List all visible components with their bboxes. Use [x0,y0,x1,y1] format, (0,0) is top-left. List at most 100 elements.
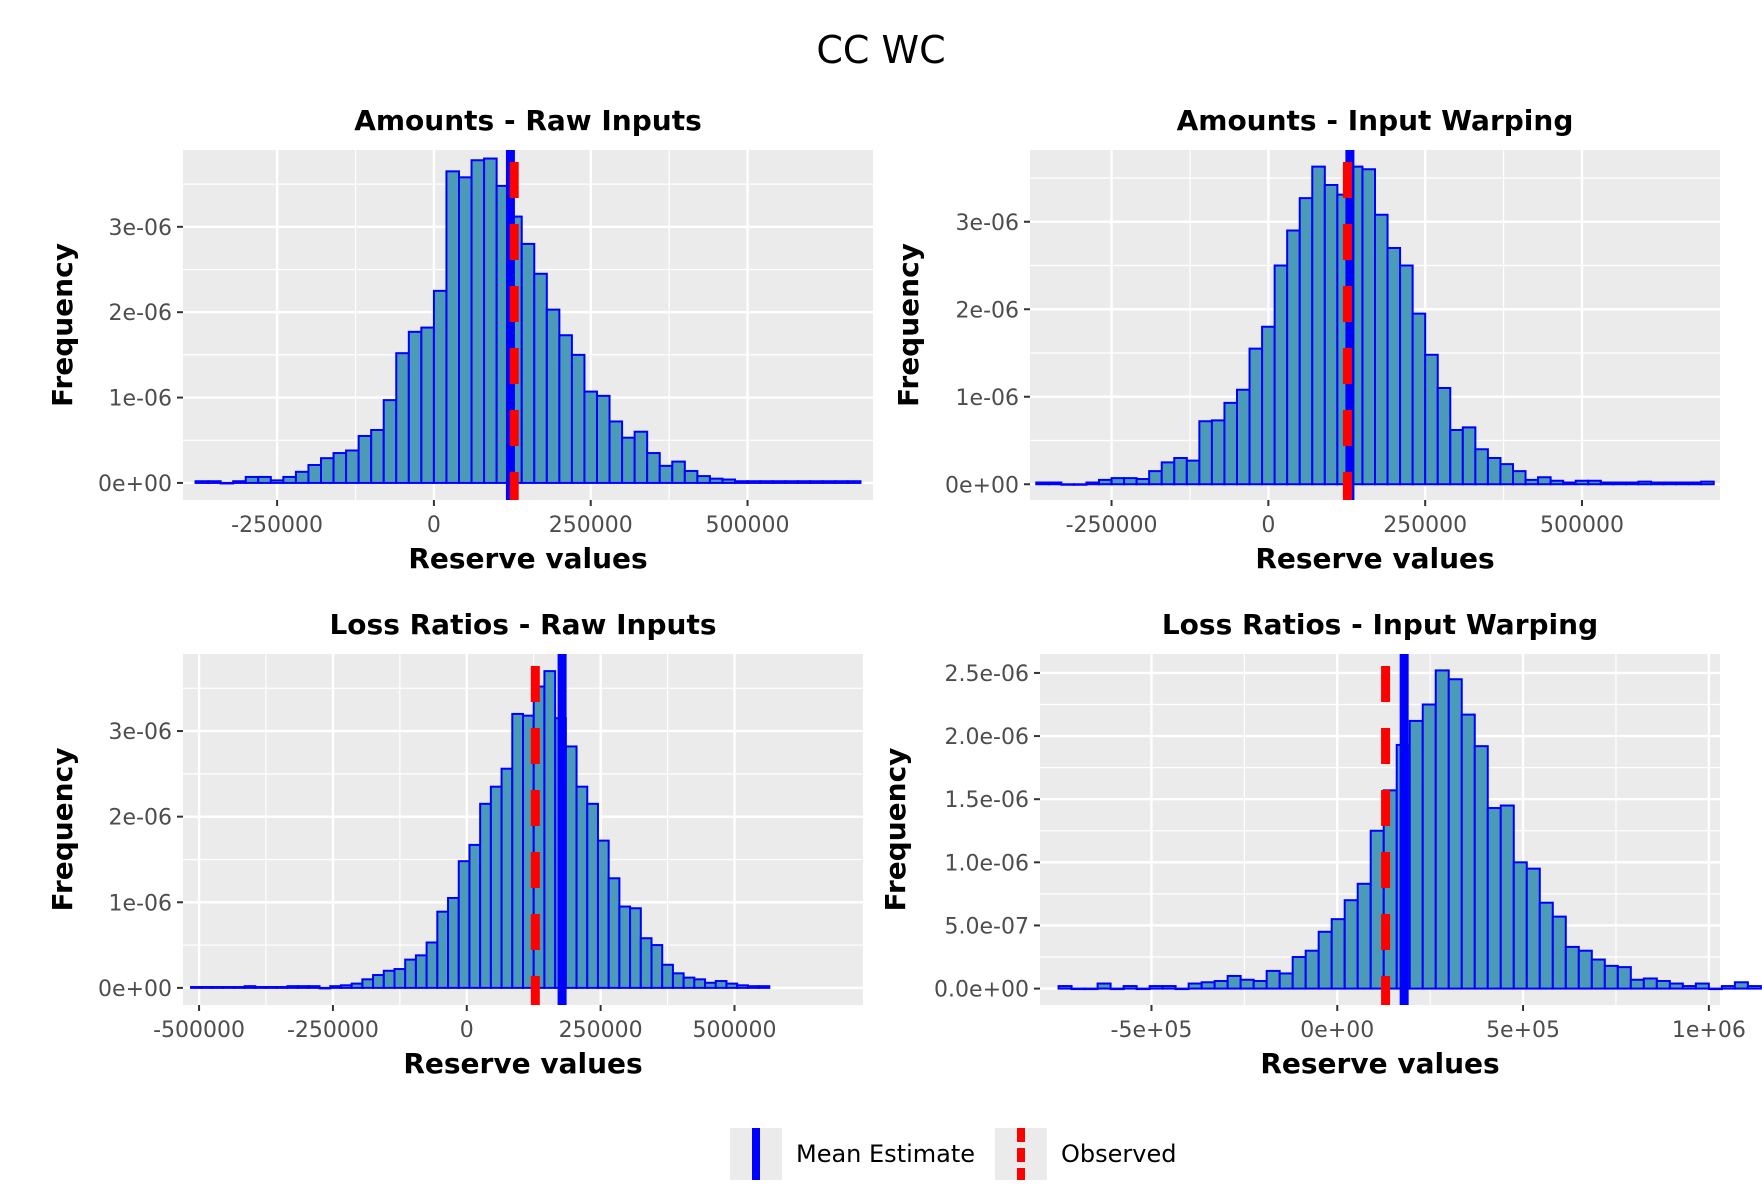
histogram-bar [1311,165,1326,486]
histogram-bar [683,469,699,484]
histogram-bar [282,475,297,484]
y-tick-label: 2.0e-06 [945,725,1029,750]
x-tick-label: 5e+05 [1486,1018,1560,1043]
x-tick-label: -250000 [287,1018,379,1043]
y-tick-label: 2.5e-06 [945,662,1029,687]
y-tick-label: 3e-06 [109,720,172,745]
histogram-bar [1109,987,1125,991]
histogram-bar [297,985,310,989]
histogram-bar [382,969,396,989]
histogram-bar [1512,470,1527,486]
panel-title: Loss Ratios - Input Warping [1162,608,1598,641]
x-tick-label: 250000 [1383,513,1467,538]
histogram-bar [1486,807,1502,990]
histogram-bar [608,420,624,484]
histogram-bar [759,480,774,484]
histogram-bar [1273,264,1289,486]
histogram-bar [1356,882,1372,990]
histogram-bar [1461,426,1477,486]
histogram-bar [586,802,599,989]
histogram-bar [329,985,342,989]
histogram-bar [1629,978,1645,990]
histogram-bar [1434,669,1450,990]
y-axis-title: Frequency [46,748,79,912]
histogram-bar [671,460,686,484]
histogram-bar [1564,945,1580,990]
histogram-bar [1060,483,1075,486]
x-tick-label: 250000 [559,1018,643,1043]
histogram-bar [1187,982,1203,990]
histogram-bar [286,985,300,989]
histogram-bar [533,272,548,484]
histogram-bar [1637,480,1653,486]
histogram-bar [693,978,707,989]
y-tick-label: 2e-06 [956,298,1019,323]
histogram-bar [1085,481,1101,486]
histogram-bar [1551,915,1567,990]
histogram-bar [200,986,214,989]
histogram-bar [275,986,289,989]
histogram-bar [1538,901,1554,990]
x-tick-label: 1e+06 [1672,1018,1746,1043]
histogram-bar [520,242,536,484]
histogram-bar [211,986,225,989]
histogram-bar [1662,481,1678,486]
histogram-bar [1161,985,1177,990]
histogram-bar [1421,703,1437,990]
histogram-bar [1681,985,1697,990]
panel-title: Amounts - Input Warping [1177,104,1574,137]
histogram-bar [834,480,849,484]
histogram-bar [1449,429,1464,486]
histogram-bar [618,905,632,989]
histogram-bar [1486,457,1502,486]
histogram-bar [1291,956,1307,990]
x-axis-title: Reserve values [403,1047,642,1080]
histogram-bar [1668,982,1684,990]
histogram-bar [1642,977,1658,990]
histogram-bar [1549,479,1565,486]
histogram-bar [1537,476,1552,486]
y-tick-label: 1e-06 [109,891,172,916]
panel-title: Amounts - Raw Inputs [354,104,702,137]
histogram-bar [468,843,482,989]
histogram-bar [658,464,674,484]
histogram-bar [470,159,486,484]
histogram-bar [1562,481,1577,486]
histogram-bar [1185,459,1201,486]
histogram-bar [1616,966,1632,990]
histogram-bar [393,968,407,989]
histogram-bar [1447,678,1463,990]
y-tick-label: 1e-06 [109,387,172,412]
histogram-bar [1411,312,1427,486]
histogram-bar [1374,213,1389,486]
y-axis-title: Frequency [46,243,79,407]
histogram-bar [1330,918,1346,990]
x-tick-label: 500000 [706,513,790,538]
histogram-bar [1624,481,1640,486]
panel-4: -5e+05 0e+00 5e+05 1e+06 0.0e+00 5.0e-07 1.0e-… [879,608,1762,1080]
x-tick-label: -5e+05 [1111,1018,1193,1043]
histogram-bar [457,860,471,989]
histogram-bar [1083,987,1099,991]
histogram-bar [543,670,557,989]
histogram-bar [1700,480,1715,486]
histogram-bar [445,170,461,484]
histogram-bar [1135,478,1151,486]
histogram-bar [1265,969,1281,990]
histogram-bar [708,477,724,484]
histogram-bar [771,480,787,484]
histogram-bar [370,429,385,484]
histogram-bar [821,480,837,484]
y-tick-label: 0.0e+00 [934,978,1029,1003]
histogram-bar [332,452,348,484]
histogram-bar [1460,713,1476,990]
histogram-bar [621,436,636,484]
histogram-bar [725,982,739,989]
histogram-bar [1148,985,1164,990]
histogram-bar [558,334,573,484]
histogram-bar [1123,477,1138,486]
x-tick-label: -250000 [231,513,323,538]
histogram-bar [1200,981,1216,990]
legend-label-observed: Observed [1061,1140,1177,1168]
histogram-bar [704,981,717,989]
